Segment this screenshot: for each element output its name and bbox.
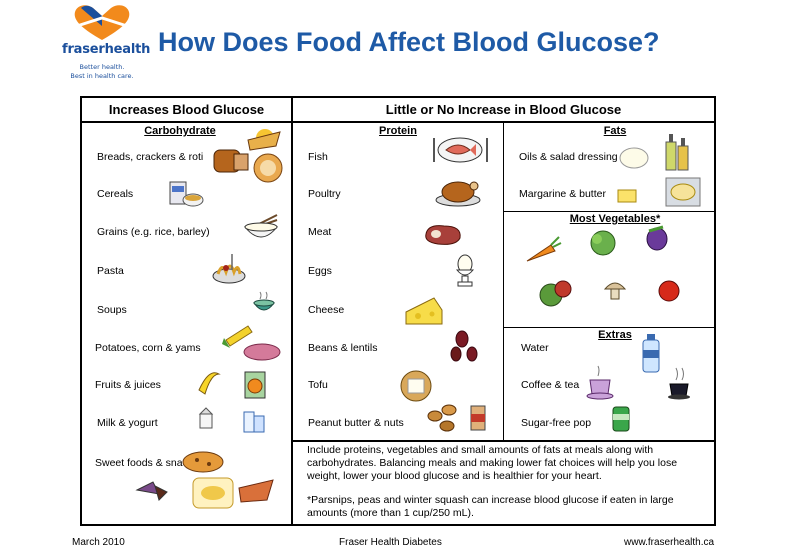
heart-logo-icon: [74, 5, 130, 41]
footnote-paragraph: *Parsnips, peas and winter squash can in…: [307, 494, 674, 519]
oil-bottles-icon: [619, 134, 689, 171]
fats-heading: Fats: [603, 125, 627, 137]
rice-bowl-icon: [243, 214, 279, 238]
header-divider: [80, 121, 716, 123]
logo-wordmark: fraserhealth: [62, 42, 151, 57]
protein-item-poultry: Poultry: [308, 188, 341, 200]
vegetables-heading: Most Vegetables*: [569, 213, 661, 225]
extras-heading: Extras: [598, 329, 632, 341]
footer-website[interactable]: www.fraserhealth.ca: [624, 537, 715, 548]
carb-item-potatoes: Potatoes, corn & yams: [95, 342, 201, 354]
note-divider: [292, 440, 716, 442]
footer-organization: Fraser Health Diabetes: [339, 537, 442, 548]
carbohydrate-heading: Carbohydrate: [144, 125, 216, 137]
egg-cup-icon: [455, 254, 475, 287]
pasta-icon: [212, 254, 246, 284]
protein-item-fish: Fish: [308, 151, 328, 163]
fats-item-oils: Oils & salad dressing: [519, 151, 618, 163]
carb-item-milk: Milk & yogurt: [97, 417, 158, 429]
extras-item-coffee: Coffee & tea: [521, 379, 580, 391]
fruit-juice-icon: [198, 371, 266, 399]
carb-item-soups: Soups: [97, 304, 127, 316]
soda-can-icon: [612, 406, 630, 432]
footer-date: March 2010: [72, 537, 125, 548]
extras-item-water: Water: [521, 342, 549, 354]
protein-item-cheese: Cheese: [308, 304, 345, 316]
butter-icon: [617, 177, 701, 207]
fraserhealth-logo: fraserhealth Better health. Best in heal…: [62, 2, 151, 88]
carb-item-sweets: Sweet foods & snacks: [95, 457, 199, 469]
carb-item-grains: Grains (e.g. rice, barley): [97, 226, 210, 238]
roast-chicken-icon: [435, 181, 481, 207]
protein-item-beans: Beans & lentils: [308, 342, 378, 354]
bread-icon: [213, 129, 283, 183]
logo-tagline: Better health. Best in health care.: [70, 63, 134, 80]
protein-item-eggs: Eggs: [308, 265, 332, 277]
guidance-note: Include proteins, vegetables and small a…: [307, 444, 707, 520]
protein-item-tofu: Tofu: [308, 379, 328, 391]
peanut-butter-icon: [427, 404, 486, 432]
corn-yam-icon: [222, 325, 281, 361]
cereal-box-icon: [169, 181, 204, 207]
carb-item-breads: Breads, crackers & roti: [97, 151, 204, 163]
carb-item-fruits: Fruits & juices: [95, 379, 161, 391]
fats-vegetables-divider: [503, 211, 716, 212]
little-increase-heading: Little or No Increase in Blood Glucose: [385, 102, 622, 117]
protein-item-peanut: Peanut butter & nuts: [308, 417, 404, 429]
vegetables-extras-divider: [503, 327, 716, 328]
protein-fats-divider: [503, 122, 504, 440]
tofu-bowl-icon: [400, 370, 432, 402]
sweets-icon: [135, 451, 274, 509]
carb-item-pasta: Pasta: [97, 265, 124, 277]
beans-icon: [450, 330, 478, 362]
extras-item-pop: Sugar-free pop: [521, 417, 592, 429]
coffee-tea-icon: [586, 365, 690, 400]
protein-item-meat: Meat: [308, 226, 332, 238]
page-title: How Does Food Affect Blood Glucose?: [158, 27, 660, 57]
fats-item-margarine: Margarine & butter: [519, 188, 606, 200]
water-bottle-icon: [642, 334, 660, 373]
increases-heading: Increases Blood Glucose: [108, 102, 265, 117]
carb-item-cereals: Cereals: [97, 188, 134, 200]
steak-icon: [425, 225, 461, 245]
guidance-paragraph: Include proteins, vegetables and small a…: [307, 444, 678, 482]
soup-bowl-icon: [253, 291, 275, 311]
milk-icon: [198, 407, 265, 433]
food-table: [80, 96, 716, 526]
fish-plate-icon: [433, 137, 488, 163]
vegetables-icon: [526, 225, 680, 307]
column-divider: [291, 96, 293, 526]
cheese-icon: [405, 297, 443, 325]
protein-heading: Protein: [379, 125, 417, 137]
